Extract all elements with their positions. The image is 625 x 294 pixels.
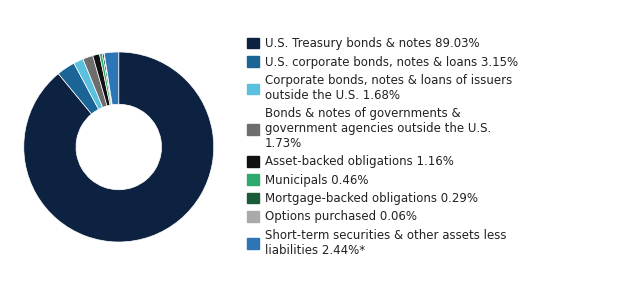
Wedge shape [74, 59, 102, 109]
Wedge shape [102, 53, 112, 105]
Legend: U.S. Treasury bonds & notes 89.03%, U.S. corporate bonds, notes & loans 3.15%, C: U.S. Treasury bonds & notes 89.03%, U.S.… [243, 34, 521, 260]
Wedge shape [104, 53, 112, 105]
Wedge shape [83, 56, 107, 107]
Wedge shape [92, 54, 110, 106]
Wedge shape [104, 52, 119, 105]
Wedge shape [58, 63, 99, 114]
Wedge shape [24, 52, 214, 242]
Wedge shape [99, 54, 111, 105]
